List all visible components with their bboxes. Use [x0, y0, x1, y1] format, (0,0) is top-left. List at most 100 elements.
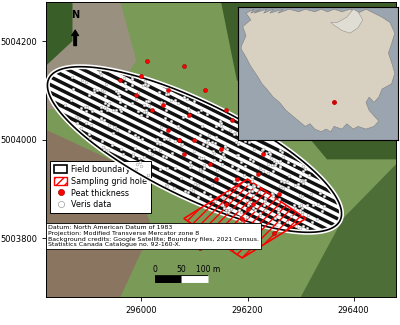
Point: [163, 91, 169, 97]
Point: [318, 209, 325, 214]
Point: [200, 141, 206, 147]
Point: [296, 203, 302, 209]
Point: [88, 123, 94, 128]
Point: [225, 209, 231, 214]
Point: [271, 163, 278, 168]
Point: [298, 210, 305, 215]
Point: [276, 184, 283, 189]
Point: [260, 202, 267, 208]
Point: [174, 101, 181, 106]
Point: [244, 198, 250, 203]
Point: [214, 176, 221, 181]
Point: [105, 103, 111, 108]
Point: [300, 163, 306, 168]
Point: [232, 140, 239, 145]
Point: [220, 202, 226, 208]
Point: [236, 121, 242, 126]
Point: [175, 137, 182, 142]
Point: [157, 141, 163, 146]
Point: [116, 106, 123, 111]
Point: [117, 99, 123, 105]
Point: [118, 146, 124, 151]
Point: [168, 118, 174, 124]
Point: [241, 163, 248, 169]
Point: [154, 136, 161, 142]
Point: [156, 89, 162, 95]
Point: [98, 109, 104, 114]
Point: [178, 175, 184, 180]
Point: [299, 193, 305, 199]
Point: [171, 139, 178, 144]
Point: [185, 190, 191, 195]
Point: [275, 206, 281, 211]
Polygon shape: [300, 164, 396, 297]
Point: [133, 167, 140, 172]
Point: [181, 152, 187, 157]
Point: [304, 203, 310, 208]
Point: [132, 132, 138, 137]
Point: [221, 154, 228, 160]
Point: [249, 175, 255, 180]
Point: [186, 159, 193, 164]
Point: [212, 199, 218, 204]
Point: [260, 168, 266, 173]
Point: [277, 147, 284, 152]
Point: [206, 193, 213, 199]
Point: [165, 88, 171, 93]
Point: [300, 223, 306, 228]
Point: [142, 78, 148, 84]
Point: [226, 198, 233, 203]
Point: [232, 130, 238, 136]
Point: [199, 124, 205, 129]
Point: [296, 225, 303, 230]
Point: [235, 166, 242, 172]
Point: [299, 205, 305, 211]
Point: [280, 179, 287, 185]
Point: [253, 130, 260, 135]
Point: [257, 211, 263, 216]
Point: [265, 171, 271, 176]
Point: [187, 164, 194, 169]
Text: Datum: North American Datum of 1983
Projection: Modified Transverse Mercator zon: Datum: North American Datum of 1983 Proj…: [48, 225, 259, 247]
Point: [226, 208, 232, 213]
Point: [97, 70, 104, 75]
Point: [164, 136, 171, 141]
Point: [252, 208, 258, 213]
Point: [234, 176, 240, 182]
Point: [129, 75, 135, 80]
Point: [145, 173, 152, 178]
Point: [186, 108, 192, 113]
Point: [299, 212, 305, 217]
Point: [197, 107, 204, 112]
Point: [309, 219, 315, 225]
Point: [78, 125, 85, 131]
Point: [234, 168, 240, 173]
Point: [171, 186, 178, 191]
Point: [299, 181, 306, 186]
Point: [165, 127, 171, 132]
Point: [262, 198, 268, 203]
Point: [122, 103, 128, 108]
Point: [185, 114, 192, 119]
Point: [106, 100, 112, 105]
Point: [211, 158, 217, 163]
Point: [212, 124, 219, 129]
Point: [181, 95, 187, 100]
Point: [191, 137, 198, 142]
Point: [121, 75, 127, 80]
Point: [260, 134, 266, 139]
Point: [269, 190, 276, 195]
Point: [219, 194, 225, 199]
Point: [242, 138, 248, 143]
Point: [194, 195, 201, 200]
Point: [140, 102, 147, 108]
Point: [260, 146, 267, 151]
Point: [285, 160, 291, 165]
Text: 50: 50: [176, 265, 186, 274]
Point: [247, 156, 253, 161]
Point: [231, 178, 237, 183]
Point: [260, 152, 267, 157]
Point: [149, 108, 155, 113]
Point: [175, 124, 182, 129]
Point: [293, 224, 300, 229]
